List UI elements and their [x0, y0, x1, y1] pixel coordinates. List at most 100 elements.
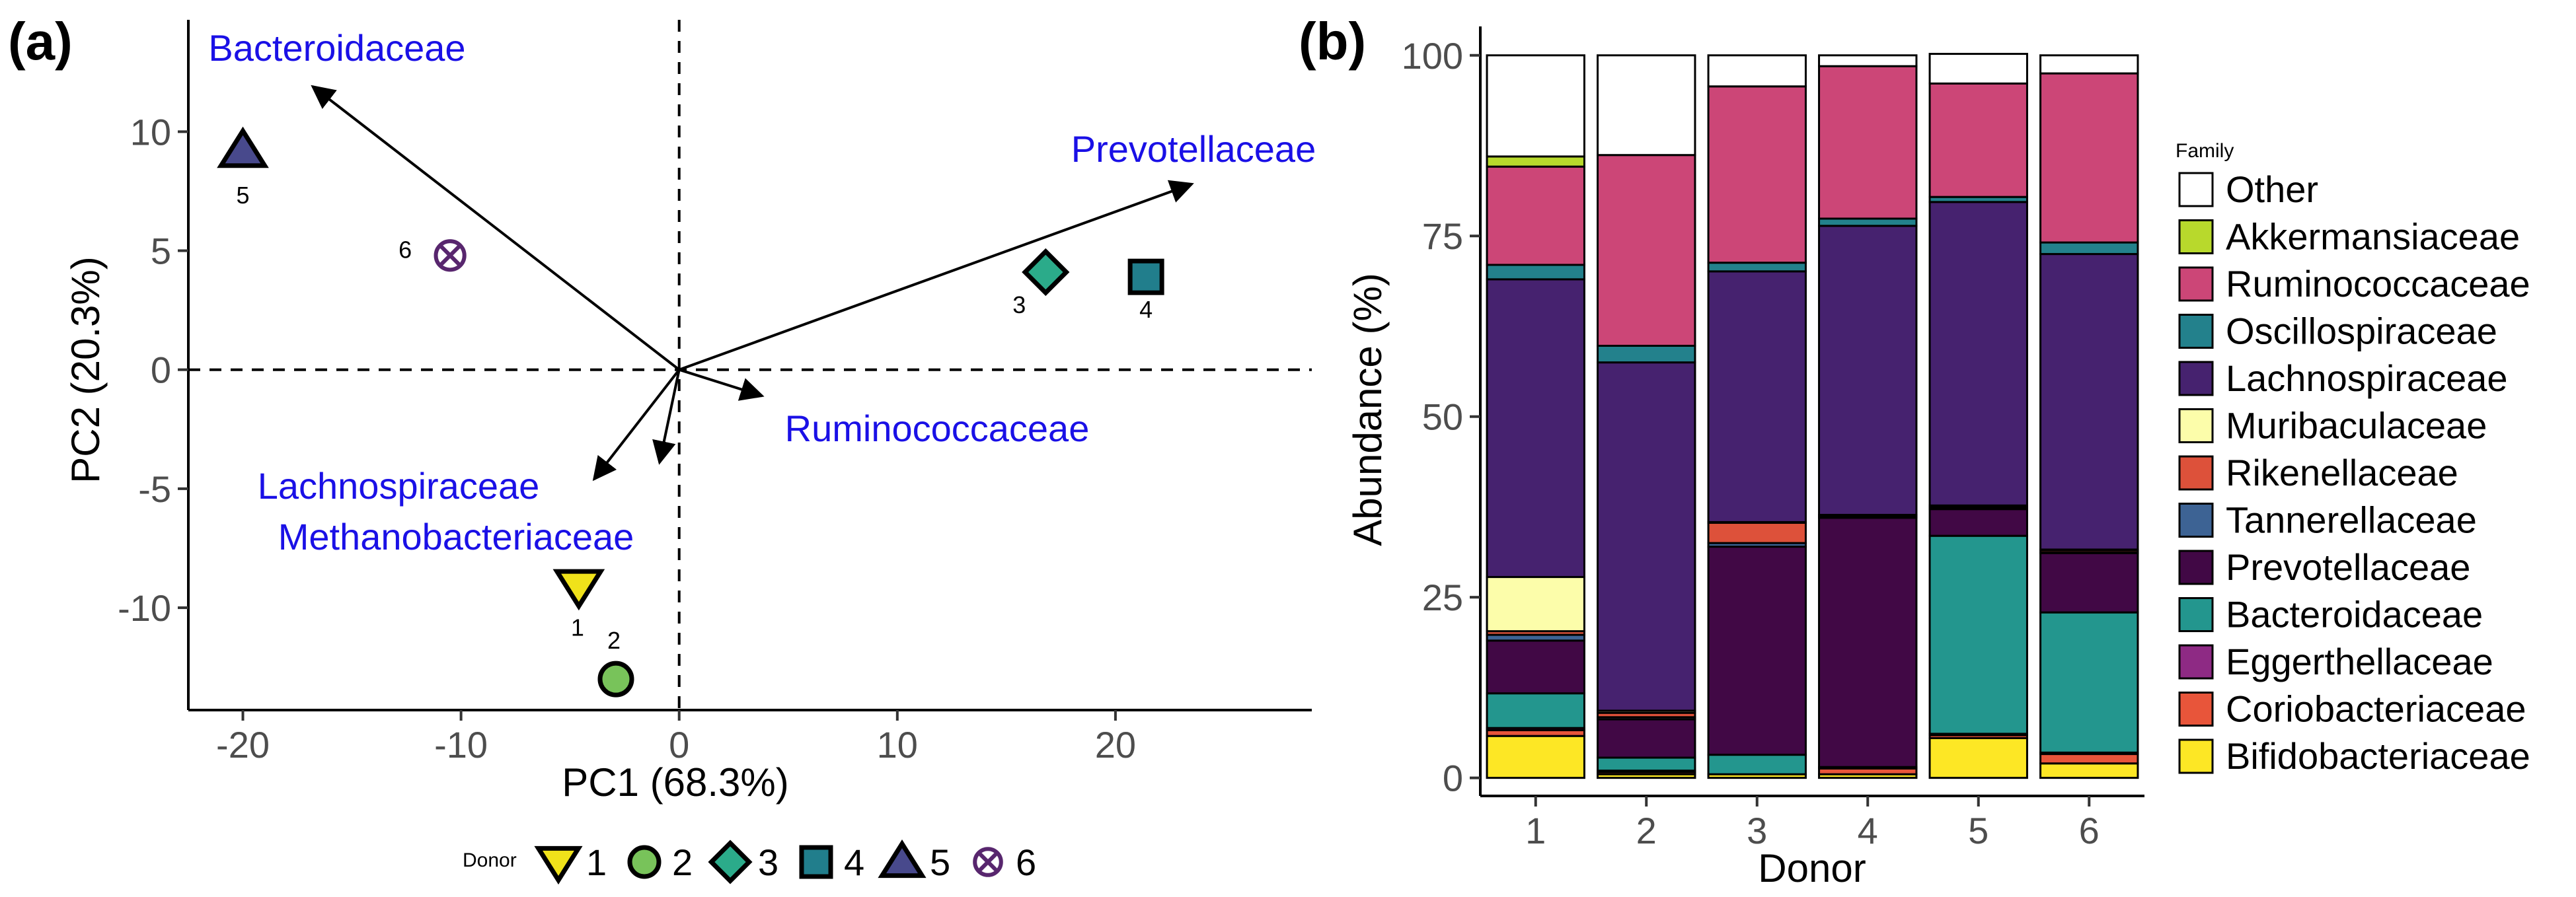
- donor-4-point-label: 4: [1139, 296, 1153, 323]
- bar-segment-ruminococcaceae-donor-5: [1928, 82, 2028, 198]
- donor-legend: Donor 1 2 3 4 5 6: [463, 839, 1036, 885]
- pca-y-tick-label: 0: [151, 349, 171, 391]
- donor-legend-key-3: [708, 840, 753, 884]
- pca-x-tick-label: 20: [1095, 724, 1136, 766]
- bar-x-axis-title: Donor: [1758, 846, 1866, 890]
- bar-segment-lachnospiraceae-donor-3: [1707, 270, 1807, 523]
- family-legend-key-rikenellaceae: [2178, 455, 2214, 491]
- pca-y-tick-label: 10: [130, 111, 171, 153]
- family-legend-label-muribaculaceae: Muribaculaceae: [2226, 405, 2487, 447]
- bar-segment-ruminococcaceae-donor-2: [1597, 154, 1696, 347]
- pca-points: 1 2 3 4 5 6: [217, 126, 1164, 698]
- bar-segment-coriobacteriaceae-donor-6: [2039, 753, 2139, 765]
- bar-segment-lachnospiraceae-donor-2: [1597, 361, 1696, 712]
- bar-segment-other-donor-6: [2039, 54, 2139, 75]
- family-legend-label-ruminococcaceae: Ruminococcaceae: [2226, 263, 2530, 305]
- bar-segment-oscillospiraceae-donor-2: [1597, 345, 1696, 364]
- bar-x-tick-label: 1: [1525, 810, 1546, 851]
- donor-legend-key-6-ring: [973, 847, 1003, 877]
- loading-label-bacteroidaceae: Bacteroidaceae: [208, 27, 465, 69]
- family-legend-key-ruminococcaceae: [2178, 266, 2214, 302]
- bar-segment-ruminococcaceae-donor-6: [2039, 72, 2139, 244]
- family-legend-key-oscillospiraceae: [2178, 314, 2214, 349]
- donor-legend-key-2: [627, 845, 662, 879]
- bar-y-tick-label: 25: [1422, 577, 1463, 618]
- pca-x-axis-title: PC1 (68.3%): [562, 760, 788, 805]
- bar-segment-prevotellaceae-donor-5: [1928, 508, 2028, 537]
- abundance-stacked-bar-chart: (b) 0 25 50 75 100 1 2 3 4 5 6 Donor Abundance (%)…: [1299, 12, 2530, 890]
- donor-1-point-label: 1: [571, 614, 584, 641]
- bar-segment-muribaculaceae-donor-1: [1486, 576, 1585, 633]
- pca-biplot: (a) -20 -10 0 10 20 -10 -5 0 5 10 Bacteroidaceae P…: [8, 12, 1316, 885]
- loading-label-lachnospiraceae: Lachnospiraceae: [258, 465, 540, 507]
- pca-y-tick-label: -10: [118, 587, 171, 629]
- bar-segment-oscillospiraceae-donor-3: [1707, 262, 1807, 273]
- bar-y-axis-title: Abundance (%): [1345, 273, 1390, 546]
- bar-segment-lachnospiraceae-donor-4: [1818, 225, 1918, 516]
- bar-segment-prevotellaceae-donor-4: [1818, 517, 1918, 768]
- bar-segment-oscillospiraceae-donor-4: [1818, 217, 1918, 227]
- stacked-bars: [1486, 53, 2139, 779]
- family-legend-key-tannerellaceae: [2178, 503, 2214, 538]
- family-legend-label-bacteroidaceae: Bacteroidaceae: [2226, 594, 2483, 635]
- loading-arrow-ruminococcaceae: [679, 368, 765, 401]
- donor-6-point-cross-b: [438, 244, 462, 268]
- donor-legend-key-6-cross-b: [977, 851, 999, 873]
- family-legend-label-akkermansiaceae: Akkermansiaceae: [2226, 216, 2520, 258]
- bar-segment-bacteroidaceae-donor-3: [1707, 754, 1807, 775]
- family-legend-key-prevotellaceae: [2178, 550, 2214, 585]
- bar-x-tick-label: 5: [1968, 810, 1989, 851]
- donor-legend-key-5: [878, 839, 927, 879]
- donor-legend-label-3: 3: [758, 842, 778, 883]
- donor-1-point: [552, 569, 605, 611]
- pca-loading-arrows: Bacteroidaceae Prevotellaceae Ruminococcac…: [208, 27, 1316, 557]
- bar-segment-other-donor-3: [1707, 54, 1807, 88]
- pca-y-tick-label: 5: [151, 231, 171, 272]
- bar-y-tick-label: 0: [1443, 758, 1463, 799]
- donor-legend-label-5: 5: [930, 842, 950, 883]
- bar-y-tick-label: 100: [1402, 35, 1463, 77]
- bar-segment-prevotellaceae-donor-6: [2039, 552, 2139, 614]
- family-legend-label-lachnospiraceae: Lachnospiraceae: [2226, 357, 2508, 399]
- donor-2-point-label: 2: [607, 627, 621, 654]
- bar-segment-akkermansiaceae-donor-1: [1486, 155, 1585, 168]
- donor-6-point: [434, 239, 467, 272]
- donor-5-point: [217, 126, 269, 168]
- family-legend: Family Other Akkermansiaceae Ruminococcace…: [2176, 140, 2530, 777]
- bar-segment-other-donor-1: [1486, 54, 1585, 158]
- loading-label-prevotellaceae: Prevotellaceae: [1071, 128, 1316, 170]
- bar-y-tick-label: 75: [1422, 215, 1463, 257]
- donor-legend-title: Donor: [463, 849, 517, 871]
- pca-reference-lines: [188, 20, 1312, 710]
- bar-segment-bacteroidaceae-donor-2: [1597, 756, 1696, 772]
- family-legend-key-lachnospiraceae: [2178, 361, 2214, 396]
- bar-segment-prevotellaceae-donor-3: [1707, 546, 1807, 756]
- bar-segment-other-donor-2: [1597, 54, 1696, 157]
- donor-3-point: [1022, 248, 1070, 297]
- donor-legend-key-1: [534, 845, 583, 885]
- donor-6-point-label: 6: [398, 236, 412, 264]
- donor-legend-label-2: 2: [672, 842, 693, 883]
- donor-legend-label-4: 4: [844, 842, 864, 883]
- family-legend-key-muribaculaceae: [2178, 408, 2214, 443]
- donor-legend-label-6: 6: [1016, 842, 1036, 883]
- loading-label-methanobacteriaceae: Methanobacteriaceae: [278, 516, 634, 557]
- family-legend-label-eggerthellaceae: Eggerthellaceae: [2226, 641, 2493, 682]
- bar-segment-lachnospiraceae-donor-5: [1928, 201, 2028, 507]
- bar-segment-lachnospiraceae-donor-6: [2039, 253, 2139, 551]
- bar-segment-bifidobacteriaceae-donor-5: [1928, 736, 2028, 779]
- bar-segment-prevotellaceae-donor-2: [1597, 718, 1696, 759]
- bar-segment-bifidobacteriaceae-donor-6: [2039, 762, 2139, 779]
- donor-3-point-label: 3: [1012, 291, 1026, 318]
- family-legend-key-akkermansiaceae: [2178, 219, 2214, 254]
- bar-segment-prevotellaceae-donor-1: [1486, 639, 1585, 695]
- pca-y-axis-title: PC2 (20.3%): [63, 256, 108, 483]
- family-legend-label-tannerellaceae: Tannerellaceae: [2226, 499, 2477, 541]
- family-legend-key-coriobacteriaceae: [2178, 692, 2214, 727]
- bar-segment-bacteroidaceae-donor-1: [1486, 692, 1585, 729]
- bar-x-tick-label: 2: [1636, 810, 1657, 851]
- bar-segment-oscillospiraceae-donor-1: [1486, 264, 1585, 281]
- donor-legend-key-6: [973, 847, 1003, 877]
- bar-segment-bacteroidaceae-donor-5: [1928, 534, 2028, 735]
